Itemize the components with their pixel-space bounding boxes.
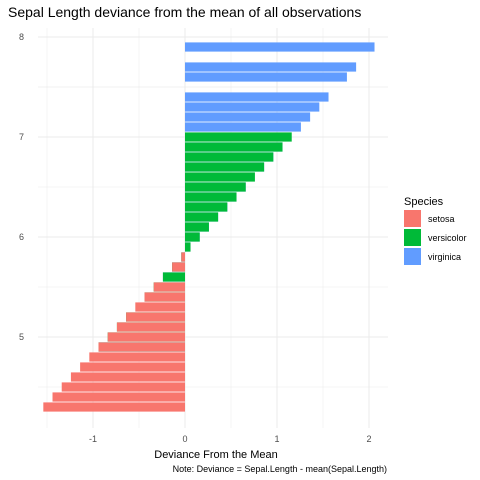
bar-setosa	[135, 302, 185, 312]
x-tick-label: 0	[182, 434, 187, 444]
bars	[43, 42, 375, 412]
bar-versicolor	[185, 202, 228, 212]
legend-key-virginica	[404, 248, 421, 265]
legend-key-versicolor	[404, 229, 421, 246]
y-tick-label: 6	[19, 232, 24, 242]
bar-versicolor	[185, 172, 255, 182]
bar-versicolor	[185, 152, 274, 162]
bar-versicolor	[185, 182, 246, 192]
legend: Species setosa versicolor virginica	[404, 196, 467, 265]
x-tick-label: -1	[89, 434, 97, 444]
bar-setosa	[107, 332, 185, 342]
legend-title: Species	[404, 196, 444, 208]
y-tick-label: 8	[19, 32, 24, 42]
bar-setosa	[89, 352, 185, 362]
bar-virginica	[185, 42, 375, 52]
bar-versicolor	[185, 242, 191, 252]
legend-label-setosa: setosa	[428, 214, 455, 224]
legend-key-setosa	[404, 210, 421, 227]
bar-virginica	[185, 62, 357, 72]
bar-setosa	[172, 262, 185, 272]
legend-items: setosa versicolor virginica	[404, 210, 467, 265]
bar-versicolor	[185, 222, 209, 232]
bar-setosa	[126, 312, 185, 322]
bar-virginica	[185, 112, 311, 122]
x-axis-title: Deviance From the Mean	[154, 449, 278, 461]
bar-virginica	[185, 122, 301, 132]
x-tick-label: 1	[274, 434, 279, 444]
bar-versicolor	[185, 192, 237, 202]
x-tick-label: 2	[366, 434, 371, 444]
bar-versicolor	[185, 232, 200, 242]
bar-virginica	[185, 92, 329, 102]
bar-setosa	[181, 252, 185, 262]
bar-setosa	[153, 282, 185, 292]
legend-label-virginica: virginica	[428, 252, 461, 262]
bar-virginica	[185, 72, 347, 82]
bar-versicolor	[185, 142, 283, 152]
chart-title: Sepal Length deviance from the mean of a…	[8, 4, 361, 20]
bar-setosa	[98, 342, 185, 352]
bar-setosa	[70, 372, 185, 382]
bar-versicolor	[185, 162, 265, 172]
y-tick-label: 7	[19, 132, 24, 142]
bar-virginica	[185, 102, 320, 112]
bar-setosa	[52, 392, 185, 402]
bar-versicolor	[162, 272, 185, 282]
y-tick-label: 5	[19, 332, 24, 342]
bar-versicolor	[185, 212, 219, 222]
x-axis-ticks: -1 0 1 2	[89, 434, 372, 444]
bar-setosa	[116, 322, 185, 332]
bar-setosa	[61, 382, 185, 392]
bar-setosa	[80, 362, 185, 372]
bar-setosa	[144, 292, 185, 302]
caption: Note: Deviance = Sepal.Length - mean(Sep…	[173, 464, 387, 474]
legend-label-versicolor: versicolor	[428, 233, 467, 243]
bar-setosa	[43, 402, 185, 412]
bar-versicolor	[185, 132, 292, 142]
y-axis-ticks: 5 6 7 8	[19, 32, 24, 342]
